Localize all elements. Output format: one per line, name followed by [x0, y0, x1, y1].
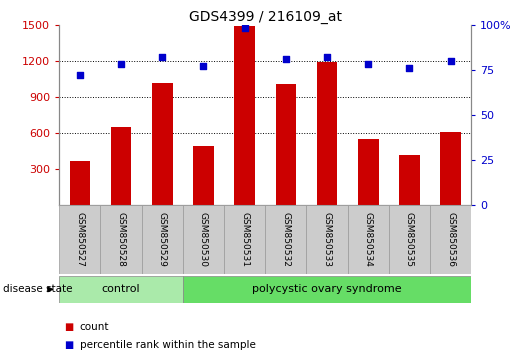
Text: GSM850536: GSM850536 [446, 212, 455, 267]
Bar [265, 205, 306, 274]
Bar [440, 132, 461, 205]
Bar [389, 205, 430, 274]
Text: GSM850530: GSM850530 [199, 212, 208, 267]
Bar [142, 205, 183, 274]
Point [76, 73, 84, 78]
Text: polycystic ovary syndrome: polycystic ovary syndrome [252, 284, 402, 295]
Bar [193, 146, 214, 205]
Bar [111, 127, 131, 205]
Text: control: control [102, 284, 140, 295]
Text: GSM850532: GSM850532 [281, 212, 290, 267]
Bar [100, 205, 142, 274]
Bar [348, 205, 389, 274]
Bar [183, 276, 471, 303]
Point [158, 55, 166, 60]
Point [241, 25, 249, 31]
Bar [224, 205, 265, 274]
Point [282, 56, 290, 62]
Text: ■: ■ [64, 340, 74, 350]
Text: GSM850531: GSM850531 [240, 212, 249, 267]
Title: GDS4399 / 216109_at: GDS4399 / 216109_at [188, 10, 342, 24]
Text: ■: ■ [64, 322, 74, 332]
Bar [399, 155, 420, 205]
Bar [152, 82, 173, 205]
Text: GSM850529: GSM850529 [158, 212, 167, 267]
Text: GSM850535: GSM850535 [405, 212, 414, 267]
Text: GSM850527: GSM850527 [75, 212, 84, 267]
Bar [70, 161, 90, 205]
Bar [430, 205, 471, 274]
Text: GSM850533: GSM850533 [322, 212, 332, 267]
Bar [358, 139, 379, 205]
Point [447, 58, 455, 64]
Text: disease state: disease state [3, 284, 72, 295]
Bar [59, 276, 183, 303]
Text: GSM850528: GSM850528 [116, 212, 126, 267]
Point [364, 62, 372, 67]
Bar [317, 62, 337, 205]
Bar [234, 26, 255, 205]
Bar [59, 205, 100, 274]
Point [199, 63, 208, 69]
Point [323, 55, 331, 60]
Text: percentile rank within the sample: percentile rank within the sample [80, 340, 256, 350]
Bar [276, 84, 296, 205]
Text: count: count [80, 322, 109, 332]
Bar [183, 205, 224, 274]
Point [405, 65, 414, 71]
Text: GSM850534: GSM850534 [364, 212, 373, 267]
Bar [306, 205, 348, 274]
Point [117, 62, 125, 67]
